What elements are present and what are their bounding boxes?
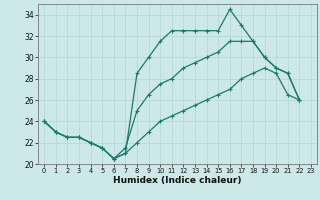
- X-axis label: Humidex (Indice chaleur): Humidex (Indice chaleur): [113, 176, 242, 185]
